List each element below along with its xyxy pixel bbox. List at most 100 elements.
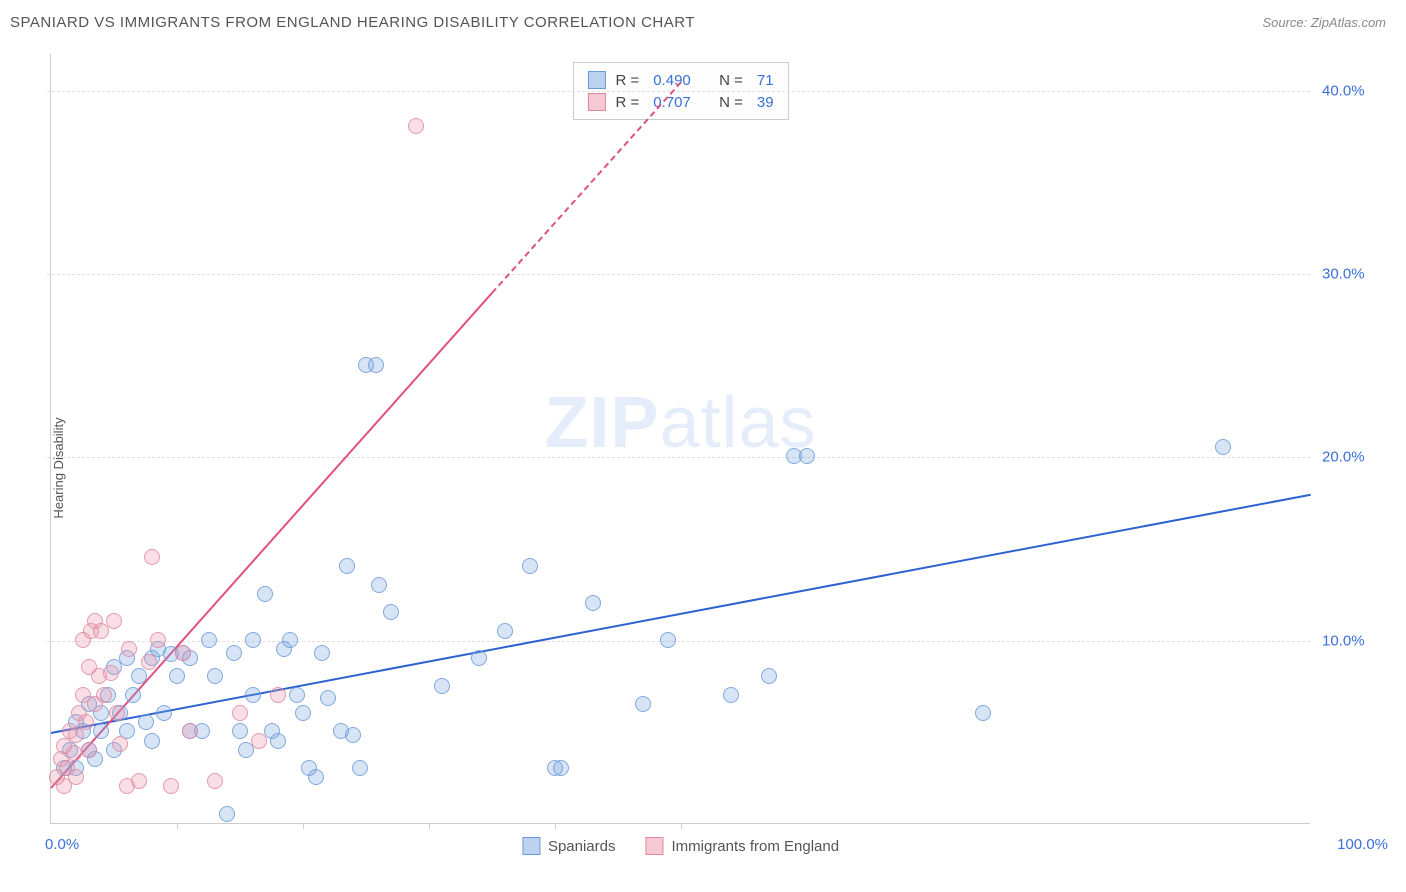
data-point [66,745,82,761]
data-point [660,632,676,648]
watermark-bold: ZIP [544,383,659,463]
chart-header: SPANIARD VS IMMIGRANTS FROM ENGLAND HEAR… [0,0,1406,44]
y-tick-label: 20.0% [1322,449,1382,466]
data-point [141,654,157,670]
data-point [109,705,125,721]
data-point [1215,439,1231,455]
grid-line [47,274,1310,275]
data-point [975,705,991,721]
data-point [320,690,336,706]
data-point [289,687,305,703]
data-point [314,645,330,661]
data-point [175,645,191,661]
data-point [131,668,147,684]
data-point [522,558,538,574]
data-point [232,705,248,721]
swatch-blue [522,837,540,855]
x-tick [303,823,304,829]
stat-r-label: R = [615,72,639,89]
data-point [121,641,137,657]
chart-container: Hearing Disability ZIPatlas R = 0.490 N … [0,44,1406,892]
data-point [138,714,154,730]
data-point [245,687,261,703]
stats-row-pink: R = 0.707 N = 39 [587,91,773,113]
data-point [96,687,112,703]
data-point [93,723,109,739]
x-axis-max-label: 100.0% [1337,836,1388,853]
data-point [761,668,777,684]
data-point [368,357,384,373]
stat-n-label: N = [719,94,743,111]
data-point [81,742,97,758]
data-point [723,687,739,703]
data-point [207,668,223,684]
data-point [339,558,355,574]
watermark: ZIPatlas [544,382,816,464]
data-point [106,613,122,629]
stat-r-blue: 0.490 [653,72,691,89]
stat-n-label: N = [719,72,743,89]
data-point [144,549,160,565]
data-point [282,632,298,648]
data-point [251,733,267,749]
data-point [352,760,368,776]
data-point [201,632,217,648]
data-point [270,687,286,703]
data-point [245,632,261,648]
x-tick [681,823,682,829]
data-point [371,577,387,593]
data-point [103,665,119,681]
data-point [68,727,84,743]
data-point [68,769,84,785]
x-tick [555,823,556,829]
legend-item-pink: Immigrants from England [645,837,839,855]
data-point [408,118,424,134]
data-point [226,645,242,661]
y-tick-label: 40.0% [1322,82,1382,99]
data-point [383,604,399,620]
data-point [219,806,235,822]
data-point [112,736,128,752]
y-tick-label: 30.0% [1322,266,1382,283]
data-point [799,448,815,464]
stats-row-blue: R = 0.490 N = 71 [587,69,773,91]
data-point [471,650,487,666]
data-point [156,705,172,721]
grid-line [47,641,1310,642]
stat-n-pink: 39 [757,94,774,111]
x-tick [177,823,178,829]
data-point [144,733,160,749]
data-point [163,778,179,794]
data-point [585,595,601,611]
stat-r-label: R = [615,94,639,111]
chart-title: SPANIARD VS IMMIGRANTS FROM ENGLAND HEAR… [10,14,695,31]
data-point [150,632,166,648]
trend-line [51,494,1311,734]
data-point [207,773,223,789]
data-point [257,586,273,602]
data-point [308,769,324,785]
x-axis-min-label: 0.0% [45,836,79,853]
y-tick-label: 10.0% [1322,632,1382,649]
stat-n-blue: 71 [757,72,774,89]
data-point [78,714,94,730]
data-point [497,623,513,639]
data-point [270,733,286,749]
grid-line [47,457,1310,458]
data-point [169,668,185,684]
data-point [131,773,147,789]
swatch-pink [587,93,605,111]
plot-area: ZIPatlas R = 0.490 N = 71 R = 0.707 N = … [50,54,1310,824]
legend-item-blue: Spaniards [522,837,616,855]
source-attribution: Source: ZipAtlas.com [1262,15,1386,30]
data-point [553,760,569,776]
data-point [345,727,361,743]
data-point [182,723,198,739]
data-point [125,687,141,703]
legend-label-pink: Immigrants from England [671,838,839,855]
data-point [232,723,248,739]
swatch-blue [587,71,605,89]
bottom-legend: Spaniards Immigrants from England [522,837,839,855]
grid-line [47,91,1310,92]
data-point [434,678,450,694]
